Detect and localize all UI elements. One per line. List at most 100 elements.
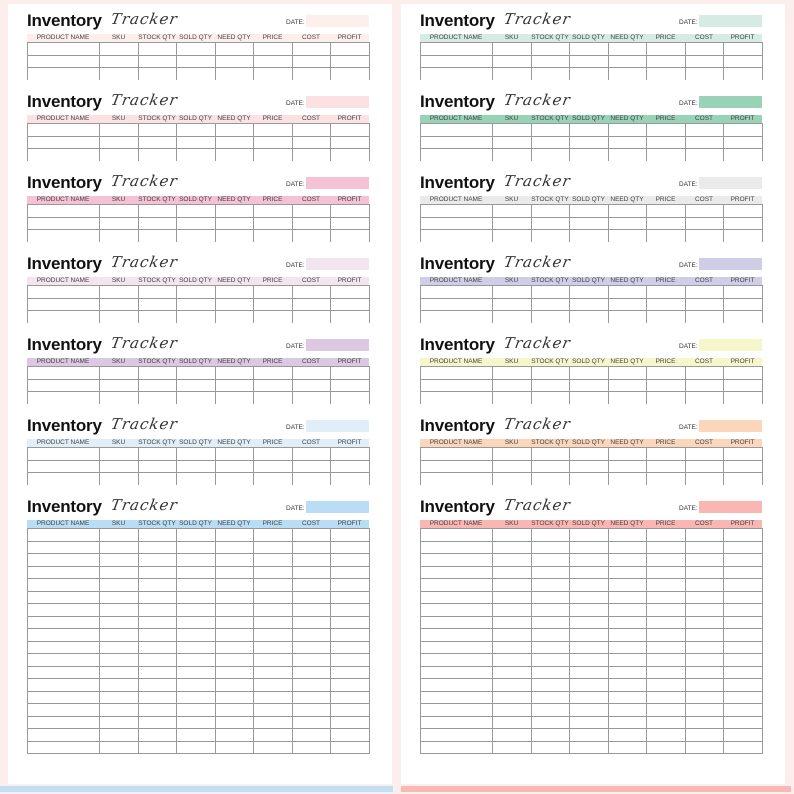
table-cell[interactable] (420, 67, 493, 80)
table-cell[interactable] (138, 603, 177, 617)
table-cell[interactable] (492, 740, 532, 754)
table-cell[interactable] (492, 653, 532, 667)
table-cell[interactable] (138, 135, 177, 149)
table-cell[interactable] (723, 472, 763, 485)
table-cell[interactable] (330, 628, 370, 642)
table-cell[interactable] (215, 123, 254, 137)
table-cell[interactable] (420, 135, 493, 149)
table-cell[interactable] (569, 148, 609, 161)
table-cell[interactable] (138, 391, 177, 404)
table-cell[interactable] (27, 578, 100, 592)
table-cell[interactable] (99, 366, 139, 380)
table-cell[interactable] (215, 703, 254, 717)
table-cell[interactable] (531, 678, 570, 692)
table-cell[interactable] (253, 297, 293, 311)
table-cell[interactable] (569, 229, 609, 242)
table-cell[interactable] (292, 54, 331, 68)
table-cell[interactable] (292, 148, 331, 161)
table-cell[interactable] (723, 628, 763, 642)
table-cell[interactable] (531, 148, 570, 161)
table-cell[interactable] (138, 229, 177, 242)
table-cell[interactable] (531, 366, 570, 380)
table-cell[interactable] (138, 703, 177, 717)
table-cell[interactable] (646, 728, 686, 742)
table-cell[interactable] (569, 690, 609, 704)
table-cell[interactable] (253, 285, 293, 299)
table-cell[interactable] (420, 715, 493, 729)
table-cell[interactable] (253, 447, 293, 461)
table-cell[interactable] (176, 297, 216, 311)
date-input[interactable] (699, 258, 762, 270)
table-cell[interactable] (292, 540, 331, 554)
table-cell[interactable] (492, 678, 532, 692)
table-cell[interactable] (330, 459, 370, 473)
table-cell[interactable] (330, 310, 370, 323)
table-cell[interactable] (253, 678, 293, 692)
table-cell[interactable] (492, 366, 532, 380)
table-cell[interactable] (492, 540, 532, 554)
table-cell[interactable] (292, 123, 331, 137)
table-cell[interactable] (608, 229, 647, 242)
table-cell[interactable] (27, 653, 100, 667)
table-cell[interactable] (292, 216, 331, 230)
table-cell[interactable] (138, 54, 177, 68)
table-cell[interactable] (215, 615, 254, 629)
table-cell[interactable] (330, 148, 370, 161)
table-cell[interactable] (292, 653, 331, 667)
table-cell[interactable] (492, 553, 532, 567)
table-cell[interactable] (138, 42, 177, 56)
table-cell[interactable] (99, 135, 139, 149)
table-cell[interactable] (292, 703, 331, 717)
table-cell[interactable] (330, 54, 370, 68)
date-input[interactable] (306, 420, 369, 432)
table-cell[interactable] (138, 378, 177, 392)
table-cell[interactable] (420, 578, 493, 592)
table-cell[interactable] (292, 615, 331, 629)
table-cell[interactable] (723, 528, 763, 542)
table-cell[interactable] (27, 628, 100, 642)
table-cell[interactable] (27, 54, 100, 68)
table-cell[interactable] (99, 653, 139, 667)
table-cell[interactable] (531, 54, 570, 68)
table-cell[interactable] (492, 391, 532, 404)
table-cell[interactable] (685, 54, 724, 68)
table-cell[interactable] (99, 628, 139, 642)
table-cell[interactable] (685, 665, 724, 679)
table-cell[interactable] (176, 378, 216, 392)
table-cell[interactable] (176, 528, 216, 542)
table-cell[interactable] (99, 603, 139, 617)
table-cell[interactable] (646, 678, 686, 692)
table-cell[interactable] (492, 565, 532, 579)
table-cell[interactable] (646, 640, 686, 654)
table-cell[interactable] (292, 67, 331, 80)
table-cell[interactable] (646, 472, 686, 485)
table-cell[interactable] (685, 715, 724, 729)
table-cell[interactable] (420, 728, 493, 742)
table-cell[interactable] (646, 690, 686, 704)
table-cell[interactable] (608, 297, 647, 311)
table-cell[interactable] (330, 42, 370, 56)
table-cell[interactable] (27, 678, 100, 692)
table-cell[interactable] (176, 603, 216, 617)
table-cell[interactable] (420, 640, 493, 654)
table-cell[interactable] (685, 603, 724, 617)
table-cell[interactable] (138, 310, 177, 323)
table-cell[interactable] (646, 715, 686, 729)
table-cell[interactable] (99, 42, 139, 56)
table-cell[interactable] (723, 366, 763, 380)
table-cell[interactable] (723, 590, 763, 604)
table-cell[interactable] (330, 540, 370, 554)
table-cell[interactable] (569, 715, 609, 729)
table-cell[interactable] (253, 728, 293, 742)
table-cell[interactable] (27, 553, 100, 567)
table-cell[interactable] (420, 703, 493, 717)
table-cell[interactable] (492, 640, 532, 654)
table-cell[interactable] (253, 628, 293, 642)
table-cell[interactable] (531, 135, 570, 149)
table-cell[interactable] (723, 391, 763, 404)
table-cell[interactable] (99, 229, 139, 242)
table-cell[interactable] (138, 678, 177, 692)
table-cell[interactable] (176, 665, 216, 679)
table-cell[interactable] (27, 740, 100, 754)
table-cell[interactable] (723, 640, 763, 654)
